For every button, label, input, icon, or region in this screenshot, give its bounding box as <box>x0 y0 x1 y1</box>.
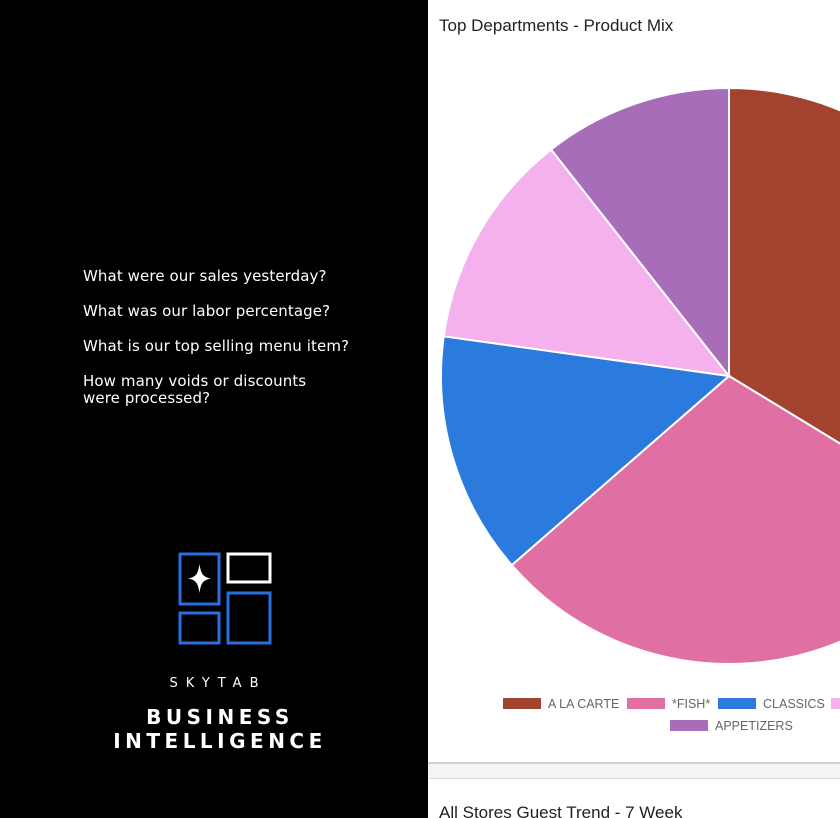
card-divider <box>428 762 840 764</box>
card-gap <box>428 764 840 778</box>
promo-panel: What were our sales yesterday? What was … <box>83 267 383 753</box>
prompt-item: How many voids or discounts were process… <box>83 372 307 407</box>
pie-slice[interactable] <box>442 148 732 378</box>
pie-chart: A LA CARTE *FISH* CLASSICS APPETIZERS <box>440 86 840 733</box>
pie-slice[interactable] <box>728 86 840 526</box>
legend-label: APPETIZERS <box>715 719 793 733</box>
legend-swatch <box>831 698 840 709</box>
dashboard-panel: Top Departments - Product Mix A LA CARTE… <box>428 0 840 818</box>
prompt-item: What were our sales yesterday? <box>83 267 327 285</box>
skytab-logo-icon <box>178 552 272 645</box>
brand-name-line1: BUSINESS <box>146 705 294 729</box>
legend-swatch <box>627 698 665 709</box>
second-card-title: All Stores Guest Trend - 7 Week <box>439 803 683 818</box>
legend-item[interactable] <box>831 698 840 709</box>
card-divider <box>428 778 840 779</box>
legend-swatch <box>503 698 541 709</box>
prompt-list: What were our sales yesterday? What was … <box>83 268 383 425</box>
legend-item[interactable]: CLASSICS <box>718 697 825 711</box>
legend-item[interactable]: *FISH* <box>627 697 710 711</box>
legend-label: CLASSICS <box>763 697 825 711</box>
brand-name-small: SKYTAB <box>169 676 267 691</box>
pie-slice[interactable] <box>549 86 730 379</box>
sparkle-icon <box>188 564 211 593</box>
pie-slice[interactable] <box>440 335 732 567</box>
logo-block-tl <box>178 552 221 606</box>
chart-title: Top Departments - Product Mix <box>439 16 674 35</box>
legend-swatch <box>670 720 708 731</box>
legend-item[interactable]: APPETIZERS <box>670 719 793 733</box>
brand-name-line2: INTELLIGENCE <box>113 729 327 753</box>
legend-item[interactable]: A LA CARTE <box>503 697 619 711</box>
legend-label: *FISH* <box>672 697 710 711</box>
pie-slice[interactable] <box>510 374 840 665</box>
prompt-item: What was our labor percentage? <box>83 302 331 320</box>
legend-label: A LA CARTE <box>548 697 619 711</box>
legend-swatch <box>718 698 756 709</box>
logo-block-br <box>226 591 272 645</box>
logo-block-tr <box>226 552 272 584</box>
logo-block-bl <box>178 611 221 645</box>
prompt-item: What is our top selling menu item? <box>83 337 350 355</box>
